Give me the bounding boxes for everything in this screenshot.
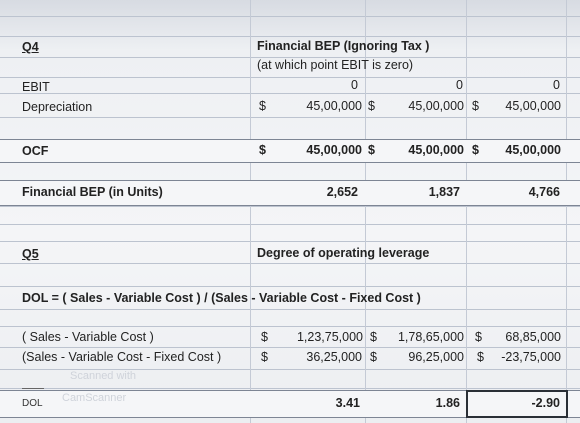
bep-value-3[interactable]: 4,766 <box>528 185 560 199</box>
ebit-value-3[interactable]: 0 <box>553 78 560 92</box>
ebit-q5-label: (Sales - Variable Cost - Fixed Cost ) <box>22 350 222 364</box>
q4-label: Q4 <box>22 40 39 54</box>
ocf-value-1[interactable]: 45,00,000 <box>306 143 362 157</box>
currency-symbol: $ <box>259 143 266 157</box>
bep-row-band <box>0 180 580 206</box>
dol-formula: DOL = ( Sales - Variable Cost ) / (Sales… <box>22 291 421 305</box>
contribution-value-1[interactable]: 1,23,75,000 <box>296 330 363 344</box>
depreciation-value-1[interactable]: 45,00,000 <box>306 99 362 113</box>
contribution-value-2[interactable]: 1,78,65,000 <box>397 330 464 344</box>
ocf-row-band <box>0 139 580 163</box>
currency-symbol: $ <box>261 350 268 364</box>
currency-symbol: $ <box>259 99 266 113</box>
dol-label: DOL <box>22 398 43 409</box>
q4-title: Financial BEP (Ignoring Tax ) <box>257 39 430 53</box>
watermark-line-1: Scanned with <box>70 370 137 382</box>
depreciation-value-3[interactable]: 45,00,000 <box>505 99 561 113</box>
currency-symbol: $ <box>368 143 375 157</box>
currency-symbol: $ <box>477 350 484 364</box>
ocf-label: OCF <box>22 144 49 158</box>
ocf-value-3[interactable]: 45,00,000 <box>505 143 561 157</box>
bep-value-2[interactable]: 1,837 <box>428 185 460 199</box>
q4-subtitle: (at which point EBIT is zero) <box>257 58 414 72</box>
ebit-q5-value-3[interactable]: -23,75,000 <box>501 350 561 364</box>
dol-value-1[interactable]: 3.41 <box>335 396 360 410</box>
watermark-line-2: CamScanner <box>62 392 127 404</box>
contribution-value-3[interactable]: 68,85,000 <box>505 330 561 344</box>
selected-cell[interactable] <box>466 390 568 418</box>
depreciation-label: Depreciation <box>22 100 93 114</box>
bep-value-1[interactable]: 2,652 <box>326 185 358 199</box>
currency-symbol: $ <box>368 99 375 113</box>
bep-label: Financial BEP (in Units) <box>22 185 163 199</box>
underline-mark <box>22 388 44 389</box>
dol-row-band <box>0 390 580 418</box>
ebit-value-2[interactable]: 0 <box>456 78 463 92</box>
currency-symbol: $ <box>261 330 268 344</box>
ebit-q5-value-2[interactable]: 96,25,000 <box>408 350 464 364</box>
ocf-value-2[interactable]: 45,00,000 <box>408 143 464 157</box>
depreciation-value-2[interactable]: 45,00,000 <box>408 99 464 113</box>
q5-label: Q5 <box>22 247 39 261</box>
q5-title: Degree of operating leverage <box>257 246 430 260</box>
dol-value-2[interactable]: 1.86 <box>435 396 460 410</box>
contribution-label: ( Sales - Variable Cost ) <box>22 330 154 344</box>
ebit-q5-value-1[interactable]: 36,25,000 <box>306 350 362 364</box>
currency-symbol: $ <box>370 350 377 364</box>
dol-value-3[interactable]: -2.90 <box>531 396 561 410</box>
currency-symbol: $ <box>370 330 377 344</box>
currency-symbol: $ <box>472 99 479 113</box>
currency-symbol: $ <box>475 330 482 344</box>
ebit-label: EBIT <box>22 80 50 94</box>
ebit-value-1[interactable]: 0 <box>351 78 358 92</box>
currency-symbol: $ <box>472 143 479 157</box>
